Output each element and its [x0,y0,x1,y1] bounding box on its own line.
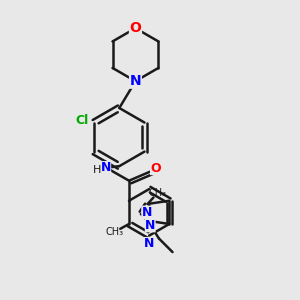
Text: O: O [150,162,161,175]
Text: H: H [93,165,101,175]
Text: N: N [130,74,141,88]
Text: Cl: Cl [75,114,88,128]
Text: N: N [145,219,155,232]
Text: CH₃: CH₃ [148,188,166,198]
Text: N: N [100,161,111,174]
Text: O: O [130,21,141,35]
Text: N: N [142,206,152,219]
Text: N: N [144,237,154,250]
Text: CH₃: CH₃ [105,227,124,237]
